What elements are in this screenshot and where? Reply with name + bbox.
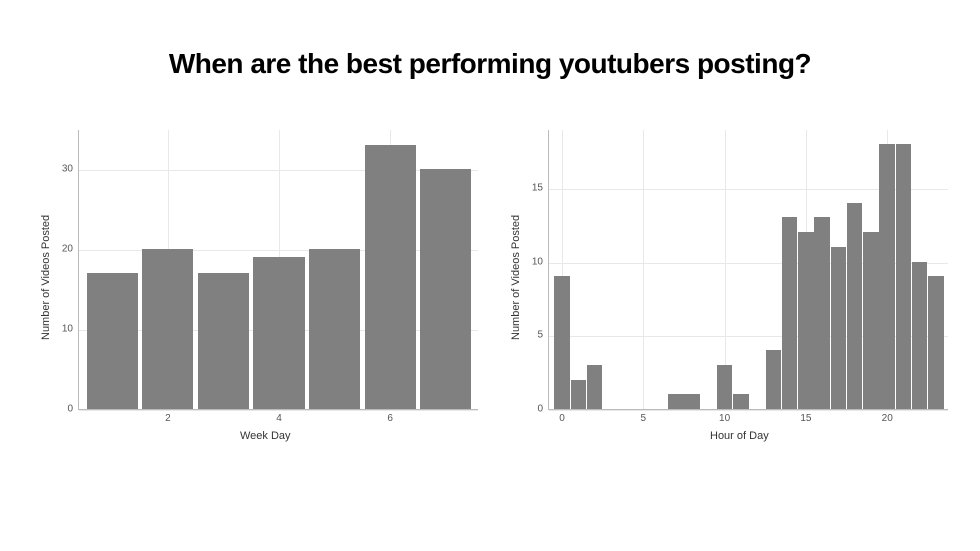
weekday-bar — [365, 145, 416, 409]
hour-xtick: 10 — [719, 409, 730, 424]
hour-bar — [814, 217, 829, 409]
hour-bar — [717, 365, 732, 409]
charts-row: Number of Videos Posted 0102030246 Week … — [0, 80, 980, 470]
hour-chart: Number of Videos Posted 05101505101520 H… — [500, 130, 960, 470]
weekday-xtick: 6 — [387, 409, 393, 424]
hour-bar — [766, 350, 781, 409]
hour-bar — [684, 394, 699, 409]
hour-ytick: 5 — [537, 330, 549, 341]
weekday-ytick: 20 — [62, 244, 79, 255]
hour-bar — [912, 262, 927, 409]
weekday-bar — [198, 273, 249, 409]
hour-chart-plot: 05101505101520 — [548, 130, 948, 410]
hour-xtick: 0 — [559, 409, 565, 424]
hour-bar — [587, 365, 602, 409]
weekday-chart: Number of Videos Posted 0102030246 Week … — [30, 130, 490, 470]
weekday-bar — [87, 273, 138, 409]
hour-bar — [847, 203, 862, 409]
hour-bar — [668, 394, 683, 409]
weekday-chart-plot: 0102030246 — [78, 130, 478, 410]
weekday-ytick: 0 — [67, 404, 79, 415]
hour-ytick: 10 — [532, 256, 549, 267]
weekday-xtick: 4 — [276, 409, 282, 424]
hour-xtick: 20 — [882, 409, 893, 424]
weekday-ytick: 10 — [62, 324, 79, 335]
hour-bar — [896, 144, 911, 409]
weekday-chart-xlabel: Week Day — [240, 430, 291, 442]
hour-bar — [879, 144, 894, 409]
hour-ytick: 0 — [537, 404, 549, 415]
hour-bar — [831, 247, 846, 409]
weekday-bar — [142, 249, 193, 409]
weekday-ytick: 30 — [62, 164, 79, 175]
hour-ytick: 15 — [532, 182, 549, 193]
hour-bar — [554, 276, 569, 409]
hour-gridline-v — [643, 130, 644, 409]
hour-xtick: 5 — [641, 409, 647, 424]
hour-bar — [928, 276, 943, 409]
hour-chart-xlabel: Hour of Day — [710, 430, 769, 442]
hour-bar — [782, 217, 797, 409]
weekday-chart-ylabel: Number of Videos Posted — [40, 215, 52, 340]
hour-xtick: 15 — [800, 409, 811, 424]
page-title: When are the best performing youtubers p… — [0, 0, 980, 80]
weekday-bar — [420, 169, 471, 409]
weekday-xtick: 2 — [165, 409, 171, 424]
hour-bar — [798, 232, 813, 409]
weekday-bar — [309, 249, 360, 409]
hour-chart-ylabel: Number of Videos Posted — [510, 215, 522, 340]
weekday-bar — [253, 257, 304, 409]
hour-bar — [733, 394, 748, 409]
hour-bar — [863, 232, 878, 409]
hour-bar — [571, 380, 586, 409]
